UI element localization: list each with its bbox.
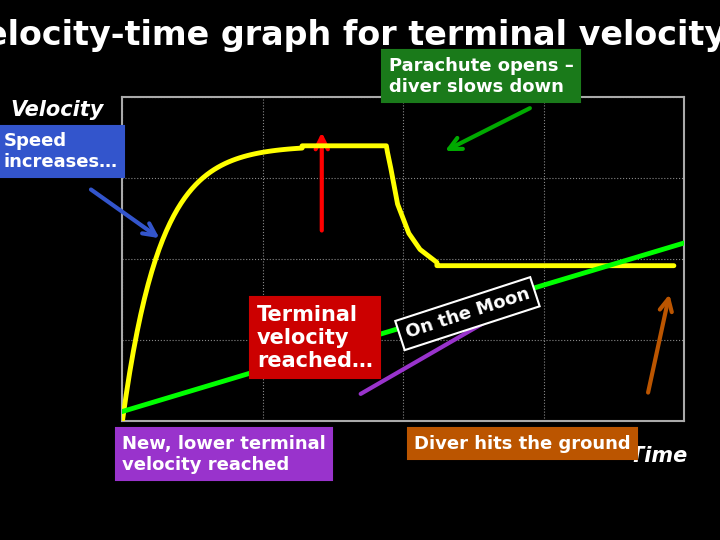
Text: On the Moon: On the Moon: [403, 285, 531, 342]
Text: New, lower terminal
velocity reached: New, lower terminal velocity reached: [122, 435, 326, 474]
Text: Diver hits the ground: Diver hits the ground: [414, 435, 631, 453]
Text: Terminal
velocity
reached…: Terminal velocity reached…: [257, 305, 373, 371]
Text: Parachute opens –
diver slows down: Parachute opens – diver slows down: [389, 57, 574, 96]
Text: Speed
increases…: Speed increases…: [4, 132, 117, 171]
Text: Time: Time: [630, 446, 688, 465]
Text: Velocity: Velocity: [11, 100, 104, 120]
Text: Velocity-time graph for terminal velocity…: Velocity-time graph for terminal velocit…: [0, 19, 720, 52]
